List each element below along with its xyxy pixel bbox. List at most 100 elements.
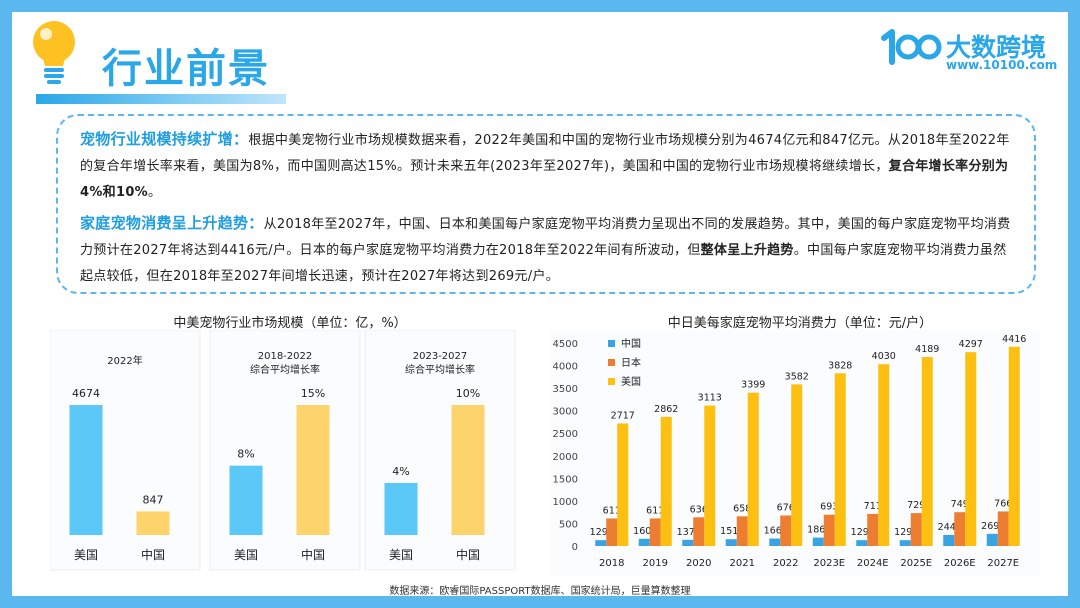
data-label: 4674 — [72, 387, 100, 400]
bar-美国 — [747, 392, 759, 546]
bar-日本 — [910, 513, 922, 546]
y-tick-label: 2000 — [553, 452, 578, 463]
bar-日本 — [954, 512, 966, 546]
y-tick-label: 0 — [572, 542, 578, 553]
data-label: 658 — [733, 503, 751, 514]
page-title: 行业前景 — [102, 46, 270, 92]
logo-url: www.10100.com — [946, 58, 1058, 72]
y-tick-label: 2500 — [553, 429, 578, 440]
bar-美国 — [834, 373, 846, 546]
bar-中国 — [856, 540, 868, 546]
market-size-chart: 2022年4674美国847中国2018-2022综合平均增长率8%美国15%中… — [50, 330, 516, 571]
panel-subtitle: 综合平均增长率 — [250, 363, 320, 376]
data-label: 4416 — [1002, 334, 1026, 345]
data-label: 269 — [981, 521, 999, 532]
y-tick-label: 4500 — [553, 339, 578, 350]
bar-china — [451, 405, 485, 535]
bar-china — [136, 511, 170, 535]
data-label: 2862 — [654, 404, 678, 415]
bar-中国 — [769, 538, 781, 546]
market-panel-1: 2022年 4674 美国 847 中国 — [50, 330, 201, 571]
bar-中国 — [812, 537, 824, 546]
legend-swatch — [608, 378, 615, 385]
bar-中国 — [638, 538, 650, 546]
bar-中国 — [725, 539, 737, 546]
bar-中国 — [943, 534, 955, 546]
x-tick-label: 2024E — [857, 558, 889, 569]
x-tick-label: 2026E — [944, 558, 976, 569]
y-tick-label: 500 — [559, 519, 578, 530]
paragraph-1-end: 。 — [148, 185, 162, 200]
legend-swatch — [608, 359, 615, 366]
data-label: 847 — [143, 493, 164, 506]
data-label: 160 — [633, 526, 651, 537]
x-tick-label: 2018 — [599, 558, 624, 569]
logo-icon — [881, 29, 942, 65]
data-label: 749 — [951, 499, 969, 510]
x-tick-label: 2019 — [643, 558, 668, 569]
data-label: 2717 — [611, 410, 635, 421]
data-label: 3399 — [741, 380, 765, 391]
paragraph-2-text: 从2018年至2027年，中国、日本和美国每户家庭宠物平均消费力呈现出不同的发展… — [80, 217, 1011, 258]
data-label: 15% — [301, 387, 325, 400]
bar-usa — [69, 405, 103, 535]
data-label: 636 — [690, 504, 708, 515]
panel-title: 2023-2027 — [413, 351, 468, 362]
x-tick-label: 2027E — [987, 558, 1019, 569]
paragraph-2-highlight: 整体呈上升趋势 — [700, 243, 794, 258]
paragraph-2-heading: 家庭宠物消费呈上升趋势： — [80, 214, 264, 232]
data-label: 129 — [894, 527, 912, 538]
data-label: 693 — [820, 502, 838, 513]
bar-日本 — [606, 518, 618, 546]
paragraph-2-end: 。中国每户家庭宠物平均消费力虽然起点较低，但在2018年至2027年间增长迅速，… — [80, 243, 1007, 284]
data-label: 129 — [590, 527, 608, 538]
bar-usa — [384, 483, 418, 535]
x-tick-label: 2025E — [900, 558, 932, 569]
bar-日本 — [823, 514, 835, 546]
bar-日本 — [780, 515, 792, 546]
bar-美国 — [660, 416, 672, 546]
category-label: 美国 — [389, 548, 413, 562]
category-label: 美国 — [234, 548, 258, 562]
paragraph-1-text: 根据中美宠物行业市场规模数据来看，2022年美国和中国的宠物行业市场规模分别为4… — [80, 133, 1010, 174]
legend-swatch — [608, 340, 615, 347]
summary-box: 宠物行业规模持续扩增：根据中美宠物行业市场规模数据来看，2022年美国和中国的宠… — [56, 114, 1036, 294]
bar-日本 — [997, 511, 1009, 546]
data-label: 10% — [456, 387, 480, 400]
y-tick-label: 3000 — [553, 407, 578, 418]
bar-美国 — [704, 405, 716, 546]
bar-usa — [229, 465, 263, 535]
data-label: 3828 — [828, 360, 852, 371]
data-label: 729 — [907, 500, 925, 511]
legend-label: 美国 — [621, 375, 641, 388]
data-label: 711 — [864, 501, 882, 512]
paragraph-1-heading: 宠物行业规模持续扩增： — [80, 130, 249, 148]
summary-paragraph-1: 宠物行业规模持续扩增：根据中美宠物行业市场规模数据来看，2022年美国和中国的宠… — [80, 126, 1012, 206]
y-tick-label: 3500 — [553, 384, 578, 395]
bar-美国 — [617, 423, 629, 546]
legend-label: 日本 — [621, 356, 641, 369]
bar-中国 — [595, 540, 607, 546]
data-label: 244 — [938, 522, 956, 533]
category-label: 中国 — [141, 547, 165, 562]
data-label: 676 — [777, 503, 795, 514]
data-label: 3113 — [698, 393, 722, 404]
panel-title: 2018-2022 — [258, 351, 313, 362]
data-label: 186 — [807, 525, 825, 536]
y-tick-label: 1000 — [553, 497, 578, 508]
left-chart-title: 中美宠物行业市场规模（单位：亿，%） — [173, 316, 407, 331]
x-tick-label: 2021 — [730, 558, 755, 569]
data-label: 166 — [764, 526, 782, 537]
data-label: 129 — [851, 527, 869, 538]
x-tick-label: 2022 — [773, 558, 798, 569]
data-label: 4297 — [959, 339, 983, 350]
bar-美国 — [878, 364, 890, 546]
title-underline — [36, 94, 286, 104]
data-label: 4% — [392, 465, 409, 478]
y-tick-label: 1500 — [553, 474, 578, 485]
data-label: 151 — [720, 526, 738, 537]
category-label: 中国 — [301, 547, 325, 562]
data-label: 611 — [603, 505, 621, 516]
